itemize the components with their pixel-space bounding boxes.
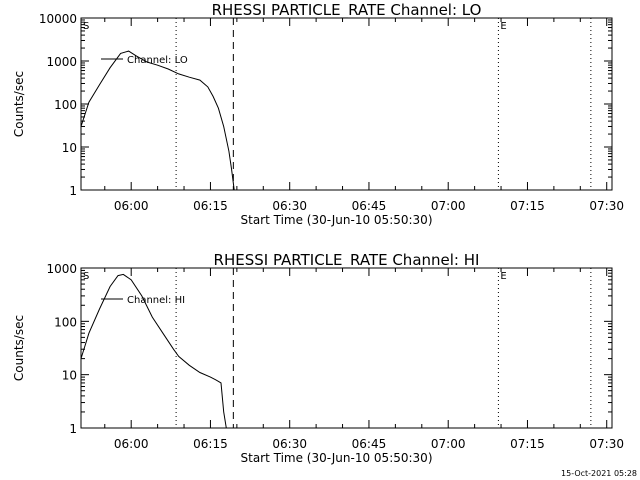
lo-channel-chart: RHESSI PARTICLE_RATE Channel: LO 1 10 100 10…	[12, 1, 624, 227]
legend-label: Channel: HI	[127, 295, 185, 306]
x-tick-label: 06:15	[193, 437, 228, 451]
x-tick-label: 07:30	[589, 199, 624, 213]
generation-timestamp: 15-Oct-2021 05:28	[561, 469, 637, 478]
x-tick-label: 06:00	[114, 437, 149, 451]
y-tick-label: 1000	[46, 55, 77, 69]
x-tick-label: 07:00	[431, 437, 466, 451]
x-tick-label: 07:15	[510, 199, 545, 213]
y-tick-label: 1000	[46, 262, 77, 276]
chart-title: RHESSI PARTICLE_RATE Channel: HI	[214, 251, 480, 270]
end-marker-label: E	[500, 21, 506, 32]
x-tick-label: 06:30	[272, 199, 307, 213]
end-marker-label: E	[500, 271, 506, 282]
y-tick-label: 10	[62, 369, 77, 383]
legend-label: Channel: LO	[127, 55, 188, 66]
x-tick-label: 06:45	[352, 199, 387, 213]
start-marker-label: S	[83, 21, 89, 32]
plot-frame	[80, 17, 613, 191]
chart-title: RHESSI PARTICLE_RATE Channel: LO	[212, 1, 482, 20]
hi-channel-chart: RHESSI PARTICLE_RATE Channel: HI 1 10 100 10…	[12, 251, 624, 465]
y-axis-label: Counts/sec	[12, 315, 26, 381]
x-tick-label: 06:30	[272, 437, 307, 451]
rate-series-line	[80, 273, 227, 429]
x-tick-label: 07:15	[510, 437, 545, 451]
start-marker-label: S	[83, 271, 89, 282]
x-tick-label: 06:00	[114, 199, 149, 213]
y-tick-label: 10	[62, 141, 77, 155]
y-axis-label: Counts/sec	[12, 71, 26, 137]
y-tick-label: 100	[54, 98, 77, 112]
plot-frame	[80, 267, 613, 429]
x-axis-label: Start Time (30-Jun-10 05:50:30)	[241, 213, 433, 227]
y-tick-label: 1	[69, 422, 77, 436]
y-tick-label: 1	[69, 184, 77, 198]
y-tick-label: 100	[54, 315, 77, 329]
x-axis-label: Start Time (30-Jun-10 05:50:30)	[241, 451, 433, 465]
rate-series-line	[80, 50, 235, 191]
x-tick-label: 07:30	[589, 437, 624, 451]
x-tick-label: 06:15	[193, 199, 228, 213]
x-tick-label: 06:45	[352, 437, 387, 451]
y-tick-label: 10000	[39, 12, 77, 26]
x-tick-label: 07:00	[431, 199, 466, 213]
